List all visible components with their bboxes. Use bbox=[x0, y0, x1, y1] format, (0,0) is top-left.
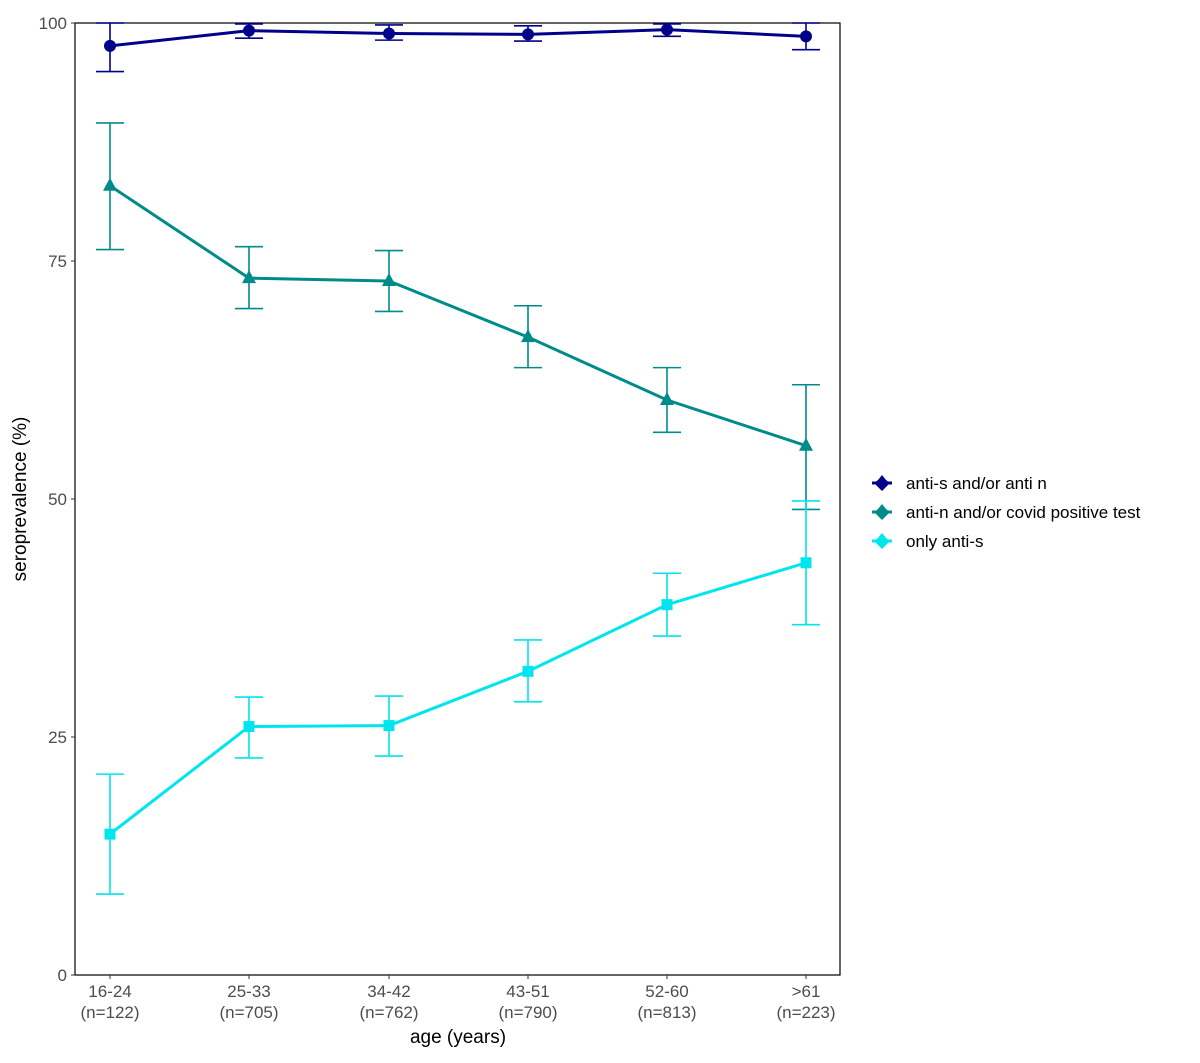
x-tick-sample-size: (n=813) bbox=[637, 1003, 696, 1022]
data-point bbox=[661, 23, 673, 36]
data-point bbox=[799, 437, 813, 451]
data-point bbox=[660, 391, 674, 405]
x-tick-sample-size: (n=122) bbox=[80, 1003, 139, 1022]
data-point bbox=[243, 721, 255, 733]
legend-label: only anti-s bbox=[906, 532, 983, 551]
legend-key-marker bbox=[874, 475, 890, 491]
series-3 bbox=[96, 500, 820, 895]
y-tick-label: 25 bbox=[48, 728, 67, 747]
x-tick-label: 25-33 bbox=[227, 982, 270, 1001]
legend-key-marker bbox=[874, 533, 890, 549]
x-tick-sample-size: (n=705) bbox=[219, 1003, 278, 1022]
data-point bbox=[242, 270, 256, 284]
legend-key-marker bbox=[874, 504, 890, 520]
data-point bbox=[382, 272, 396, 286]
data-point bbox=[243, 24, 255, 37]
data-point bbox=[522, 28, 534, 41]
x-axis-label: age (years) bbox=[410, 1027, 506, 1048]
x-tick-sample-size: (n=762) bbox=[359, 1003, 418, 1022]
y-tick-label: 50 bbox=[48, 490, 67, 509]
data-point bbox=[103, 177, 117, 191]
series-line bbox=[109, 561, 807, 836]
x-tick-sample-size: (n=790) bbox=[498, 1003, 557, 1022]
series-line bbox=[109, 28, 807, 48]
x-tick-label: 34-42 bbox=[367, 982, 410, 1001]
data-point bbox=[800, 557, 812, 569]
data-point bbox=[521, 329, 535, 343]
series-line bbox=[109, 184, 807, 448]
series-1 bbox=[96, 22, 820, 73]
y-tick-label: 75 bbox=[48, 252, 67, 271]
data-point bbox=[661, 599, 673, 611]
x-tick-label: 43-51 bbox=[506, 982, 549, 1001]
series-2 bbox=[96, 122, 820, 511]
legend: anti-s and/or anti n anti-n and/or covid … bbox=[872, 474, 1141, 551]
legend-label: anti-n and/or covid positive test bbox=[906, 503, 1141, 522]
x-tick-sample-size: (n=223) bbox=[776, 1003, 835, 1022]
x-tick-label: 16-24 bbox=[88, 982, 131, 1001]
y-axis-label: seroprevalence (%) bbox=[10, 417, 31, 582]
x-tick-label: 52-60 bbox=[645, 982, 688, 1001]
data-point bbox=[383, 27, 395, 40]
plot-panel bbox=[74, 22, 841, 976]
data-point bbox=[104, 39, 116, 52]
data-point bbox=[383, 720, 395, 732]
y-tick-label: 100 bbox=[39, 14, 67, 33]
data-point bbox=[522, 665, 534, 677]
legend-label: anti-s and/or anti n bbox=[906, 474, 1047, 493]
x-tick-label: >61 bbox=[792, 982, 821, 1001]
data-point bbox=[104, 828, 116, 840]
y-tick-label: 0 bbox=[58, 966, 67, 985]
data-point bbox=[800, 30, 812, 43]
